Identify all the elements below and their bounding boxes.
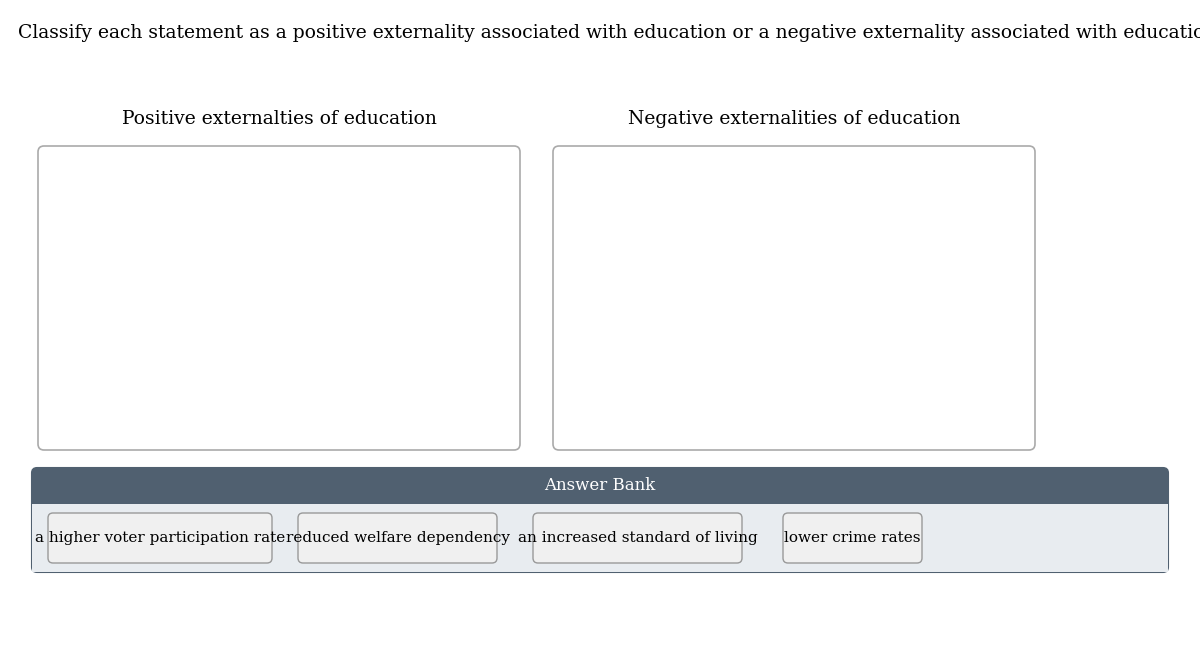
FancyBboxPatch shape	[48, 513, 272, 563]
Text: Negative externalities of education: Negative externalities of education	[628, 110, 960, 128]
FancyBboxPatch shape	[553, 146, 1034, 450]
Text: lower crime rates: lower crime rates	[785, 531, 920, 545]
FancyBboxPatch shape	[32, 504, 1168, 572]
FancyBboxPatch shape	[298, 513, 497, 563]
Text: reduced welfare dependency: reduced welfare dependency	[286, 531, 510, 545]
Text: a higher voter participation rate: a higher voter participation rate	[35, 531, 286, 545]
Text: Positive externalties of education: Positive externalties of education	[121, 110, 437, 128]
FancyBboxPatch shape	[32, 468, 1168, 572]
FancyBboxPatch shape	[533, 513, 742, 563]
Text: an increased standard of living: an increased standard of living	[517, 531, 757, 545]
Text: Classify each statement as a positive externality associated with education or a: Classify each statement as a positive ex…	[18, 24, 1200, 42]
FancyBboxPatch shape	[38, 146, 520, 450]
FancyBboxPatch shape	[32, 468, 1168, 504]
Text: Answer Bank: Answer Bank	[545, 477, 655, 495]
FancyBboxPatch shape	[784, 513, 922, 563]
